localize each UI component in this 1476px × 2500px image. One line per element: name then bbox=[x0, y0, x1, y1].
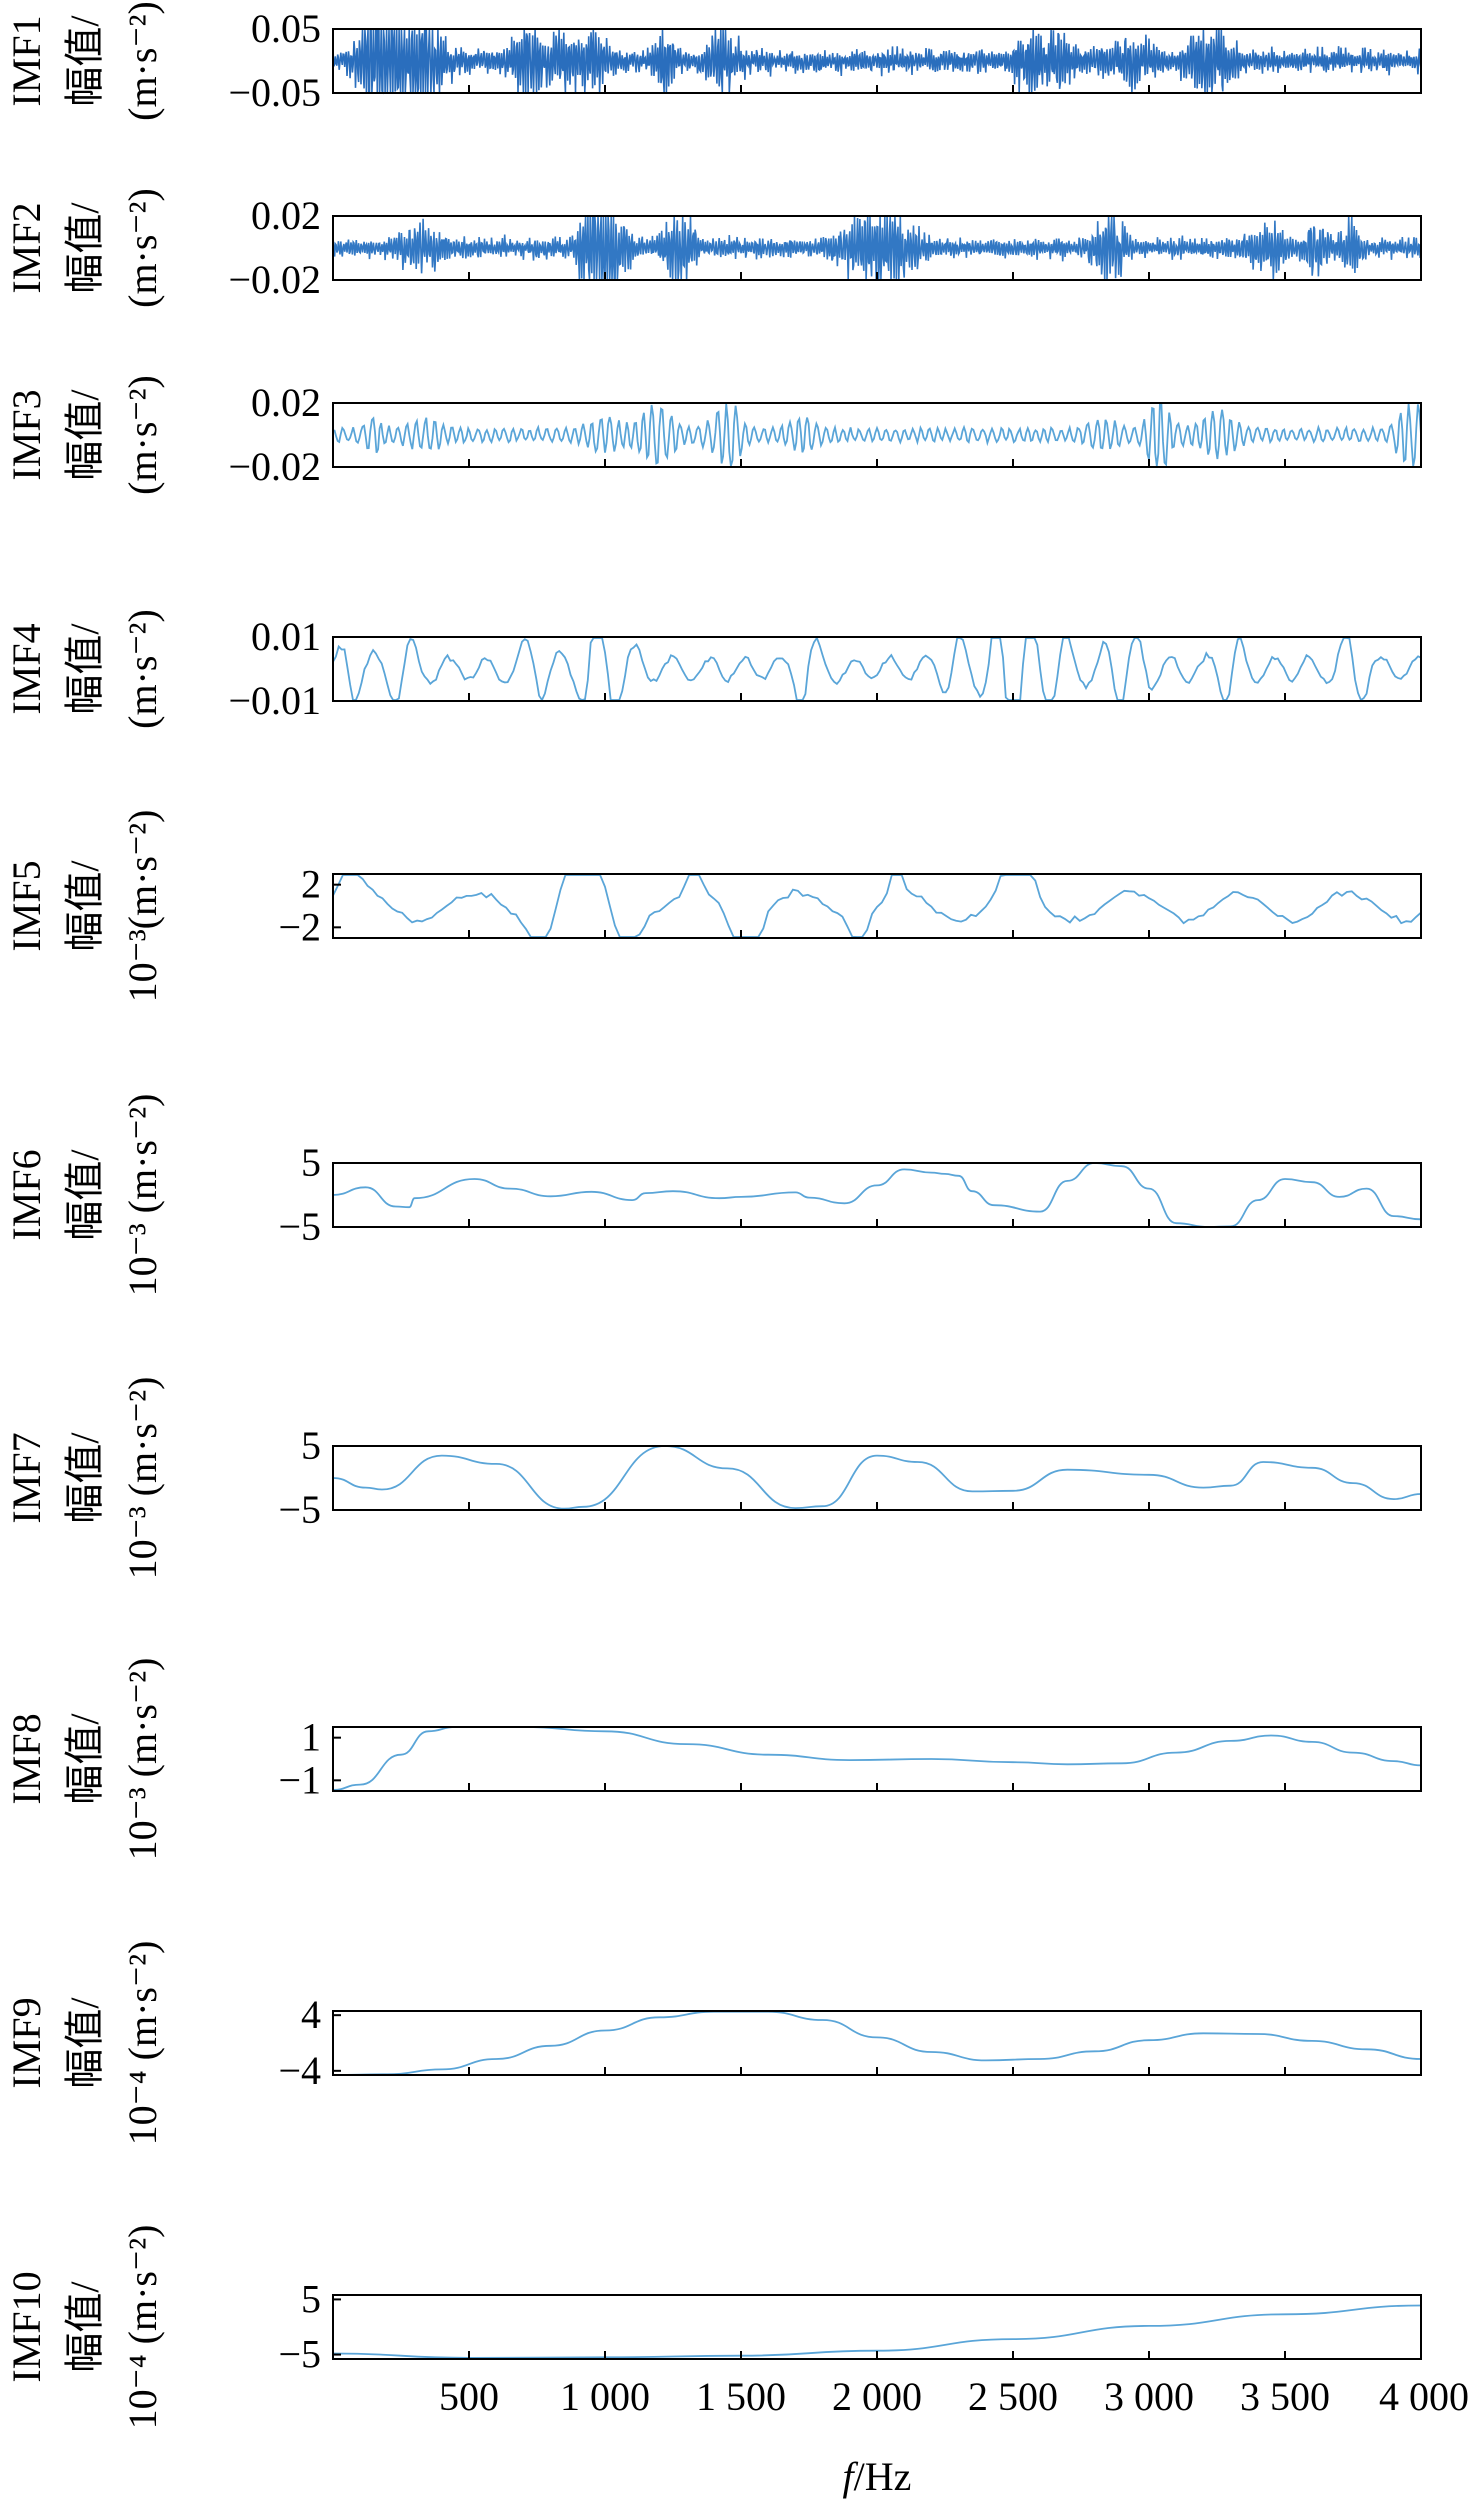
panel-imf9: 4 −4 IMF9 幅值/10⁻⁴ (m·s⁻²) bbox=[4, 1941, 1422, 2146]
y-axis-label-line: 幅值/ bbox=[62, 623, 107, 715]
y-tick-label: 0.05 bbox=[251, 6, 321, 51]
y-axis-label-line: IMF3 bbox=[4, 389, 49, 480]
y-axis-label-line: 10⁻³ (m·s⁻²) bbox=[120, 1377, 165, 1580]
axes-frame-imf3 bbox=[332, 402, 1422, 468]
y-axis-label-line: IMF9 bbox=[4, 1997, 49, 2088]
panel-imf4: 0.01 −0.01 IMF4 幅值/ (m·s⁻²) bbox=[4, 609, 1422, 729]
x-tick-label: 3 500 bbox=[1240, 2374, 1330, 2419]
y-tick-label: −5 bbox=[278, 1204, 321, 1249]
y-axis-label-line: 幅值/ bbox=[62, 1432, 107, 1524]
y-axis-label-line: IMF8 bbox=[4, 1713, 49, 1804]
panel-imf3: 0.02 −0.02 IMF3 幅值/ (m·s⁻²) bbox=[4, 375, 1422, 495]
x-tick-label: 4 000 bbox=[1379, 2374, 1469, 2419]
y-axis-label-line: 10⁻³(m·s⁻²) bbox=[120, 810, 165, 1003]
y-axis-label-line: 幅值/ bbox=[62, 389, 107, 481]
series-line-imf7 bbox=[332, 1445, 1422, 1510]
y-tick-label: 0.02 bbox=[251, 380, 321, 425]
y-axis-label-line: 幅值/ bbox=[62, 860, 107, 952]
y-axis-label-line: IMF6 bbox=[4, 1149, 49, 1240]
x-tick-label: 1 500 bbox=[696, 2374, 786, 2419]
x-axis-label: f/Hz bbox=[843, 2454, 912, 2499]
y-tick-label: −0.01 bbox=[228, 678, 321, 723]
panel-imf5: 2−2 IMF5 幅值/10⁻³(m·s⁻²) bbox=[4, 810, 1422, 1003]
y-tick-label: −5 bbox=[278, 2332, 321, 2377]
y-tick-label: 4 bbox=[301, 1992, 321, 2037]
series-line-imf1 bbox=[332, 29, 1422, 95]
axes-frame-imf9 bbox=[332, 2010, 1422, 2076]
y-tick-label: −5 bbox=[278, 1487, 321, 1532]
y-axis-label-line: 幅值/ bbox=[62, 1997, 107, 2089]
y-tick-label: 5 bbox=[301, 1423, 321, 1468]
panel-imf6: 5 −5 IMF6 幅值/10⁻³ (m·s⁻²) bbox=[4, 1094, 1422, 1297]
y-axis-label-line: IMF10 bbox=[4, 2271, 49, 2382]
x-tick-label: 1 000 bbox=[560, 2374, 650, 2419]
y-tick-label: −4 bbox=[278, 2048, 321, 2093]
x-tick-label: 3 000 bbox=[1104, 2374, 1194, 2419]
y-tick-label: 5 bbox=[301, 2276, 321, 2321]
series-line-imf6 bbox=[332, 1162, 1422, 1228]
series-line-imf4 bbox=[332, 636, 1422, 702]
y-axis-label-line: 幅值/ bbox=[62, 15, 107, 107]
y-axis-label-line: IMF1 bbox=[4, 15, 49, 106]
y-tick-label: −1 bbox=[278, 1757, 321, 1802]
y-axis-label-line: IMF2 bbox=[4, 202, 49, 293]
series-line-imf8 bbox=[332, 1726, 1422, 1791]
y-axis-label-line: 幅值/ bbox=[62, 2281, 107, 2373]
panel-imf2: 0.02 −0.02 IMF2 幅值/ (m·s⁻²) bbox=[4, 188, 1422, 308]
y-tick-label: 0.02 bbox=[251, 193, 321, 238]
y-axis-label-line: 10⁻⁴ (m·s⁻²) bbox=[120, 1941, 165, 2146]
x-tick-label: 2 500 bbox=[968, 2374, 1058, 2419]
y-axis-label-line: IMF4 bbox=[4, 623, 49, 714]
y-axis-label-line: 幅值/ bbox=[62, 1713, 107, 1805]
x-tick-label: 500 bbox=[439, 2374, 499, 2419]
y-tick-label: −0.02 bbox=[228, 257, 321, 302]
y-axis-label-line: 幅值/ bbox=[62, 202, 107, 294]
panel-imf10: 5 −5 IMF10 幅值/10⁻⁴ (m·s⁻²) bbox=[4, 2225, 1422, 2430]
panel-imf8: 1−1 IMF8 幅值/10⁻³ (m·s⁻²) bbox=[4, 1658, 1422, 1861]
y-axis-label-line: (m·s⁻²) bbox=[120, 375, 165, 495]
panel-imf1: 0.05 −0.05 IMF1 幅值/ (m·s⁻²) bbox=[4, 1, 1422, 121]
y-axis-label-line: (m·s⁻²) bbox=[120, 188, 165, 308]
x-axis-label-unit: /Hz bbox=[854, 2454, 912, 2499]
series-line-imf3 bbox=[332, 403, 1422, 467]
y-axis-label-line: (m·s⁻²) bbox=[120, 1, 165, 121]
panel-imf7: 5 −5 IMF7 幅值/10⁻³ (m·s⁻²) bbox=[4, 1377, 1422, 1580]
y-tick-label: 5 bbox=[301, 1140, 321, 1185]
axes-frame-imf10 bbox=[332, 2294, 1422, 2360]
series-line-imf9 bbox=[332, 2010, 1422, 2076]
y-axis-label-line: 幅值/ bbox=[62, 1149, 107, 1241]
y-tick-label: 2 bbox=[301, 862, 321, 907]
y-tick-label: −2 bbox=[278, 904, 321, 949]
series-line-imf2 bbox=[332, 216, 1422, 280]
y-tick-label: 0.01 bbox=[251, 614, 321, 659]
y-axis-label-line: 10⁻³ (m·s⁻²) bbox=[120, 1094, 165, 1297]
x-axis: 500 1 000 1 500 2 000 2 500 3 000 3 500 4 000 f… bbox=[439, 2374, 1469, 2499]
y-axis-label-line: IMF7 bbox=[4, 1432, 49, 1523]
series-line-imf10 bbox=[332, 2304, 1422, 2359]
y-axis-label-line: 10⁻⁴ (m·s⁻²) bbox=[120, 2225, 165, 2430]
y-axis-label-line: 10⁻³ (m·s⁻²) bbox=[120, 1658, 165, 1861]
x-tick-label: 2 000 bbox=[832, 2374, 922, 2419]
y-axis-label-line: (m·s⁻²) bbox=[120, 609, 165, 729]
y-axis-label-line: IMF5 bbox=[4, 860, 49, 951]
axes-frame-imf6 bbox=[332, 1162, 1422, 1228]
y-tick-label: −0.05 bbox=[228, 70, 321, 115]
series-line-imf5 bbox=[332, 874, 1422, 938]
y-tick-label: 1 bbox=[301, 1715, 321, 1760]
axes-frame-imf4 bbox=[332, 636, 1422, 702]
y-tick-label: −0.02 bbox=[228, 444, 321, 489]
